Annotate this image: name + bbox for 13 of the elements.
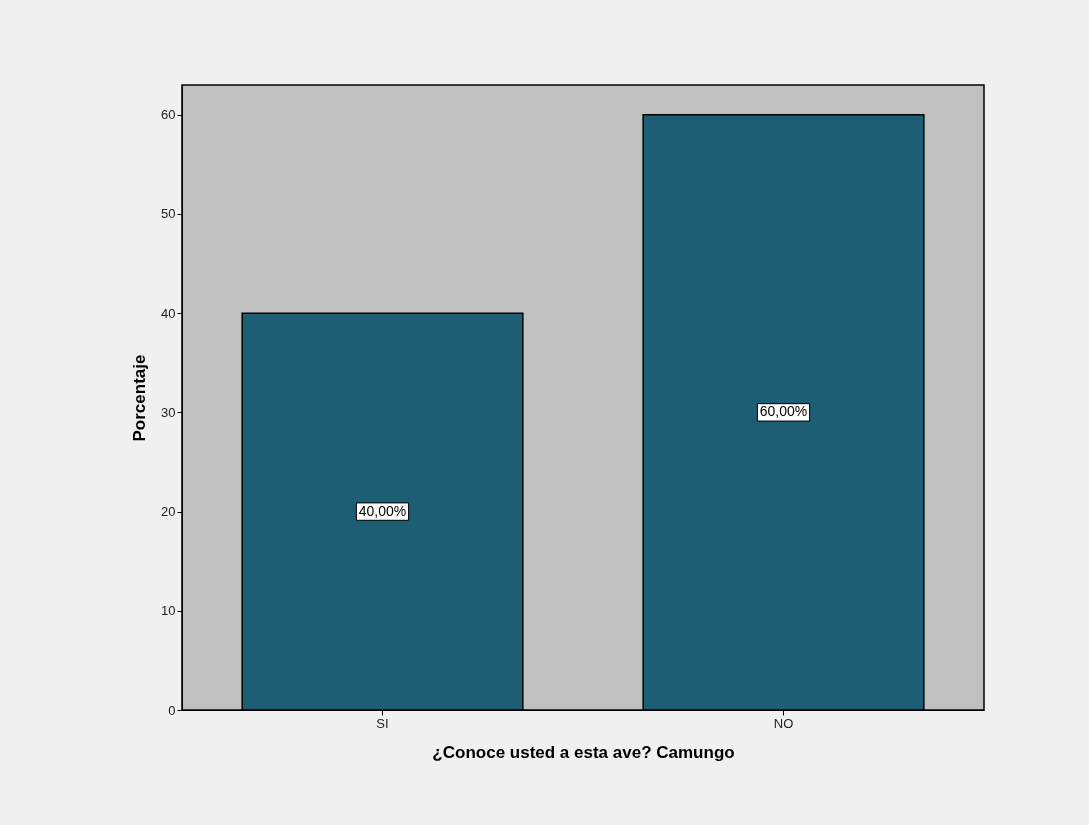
y-tick-label: 10 <box>161 603 176 619</box>
y-tick-label: 40 <box>161 305 176 321</box>
y-tick-label: 60 <box>161 107 176 123</box>
y-tick-label: 0 <box>168 702 176 718</box>
x-tick-label: NO <box>773 715 794 731</box>
y-tick-label: 50 <box>161 206 176 222</box>
x-axis-title: ¿Conoce usted a esta ave? Camungo <box>432 742 735 762</box>
y-tick-label: 20 <box>161 504 176 520</box>
y-axis-title: Porcentaje <box>130 354 150 442</box>
data-label: 40,00% <box>358 502 407 519</box>
y-tick-label: 30 <box>161 404 176 420</box>
data-label: 60,00% <box>759 403 808 420</box>
x-tick-label: SI <box>376 715 389 731</box>
